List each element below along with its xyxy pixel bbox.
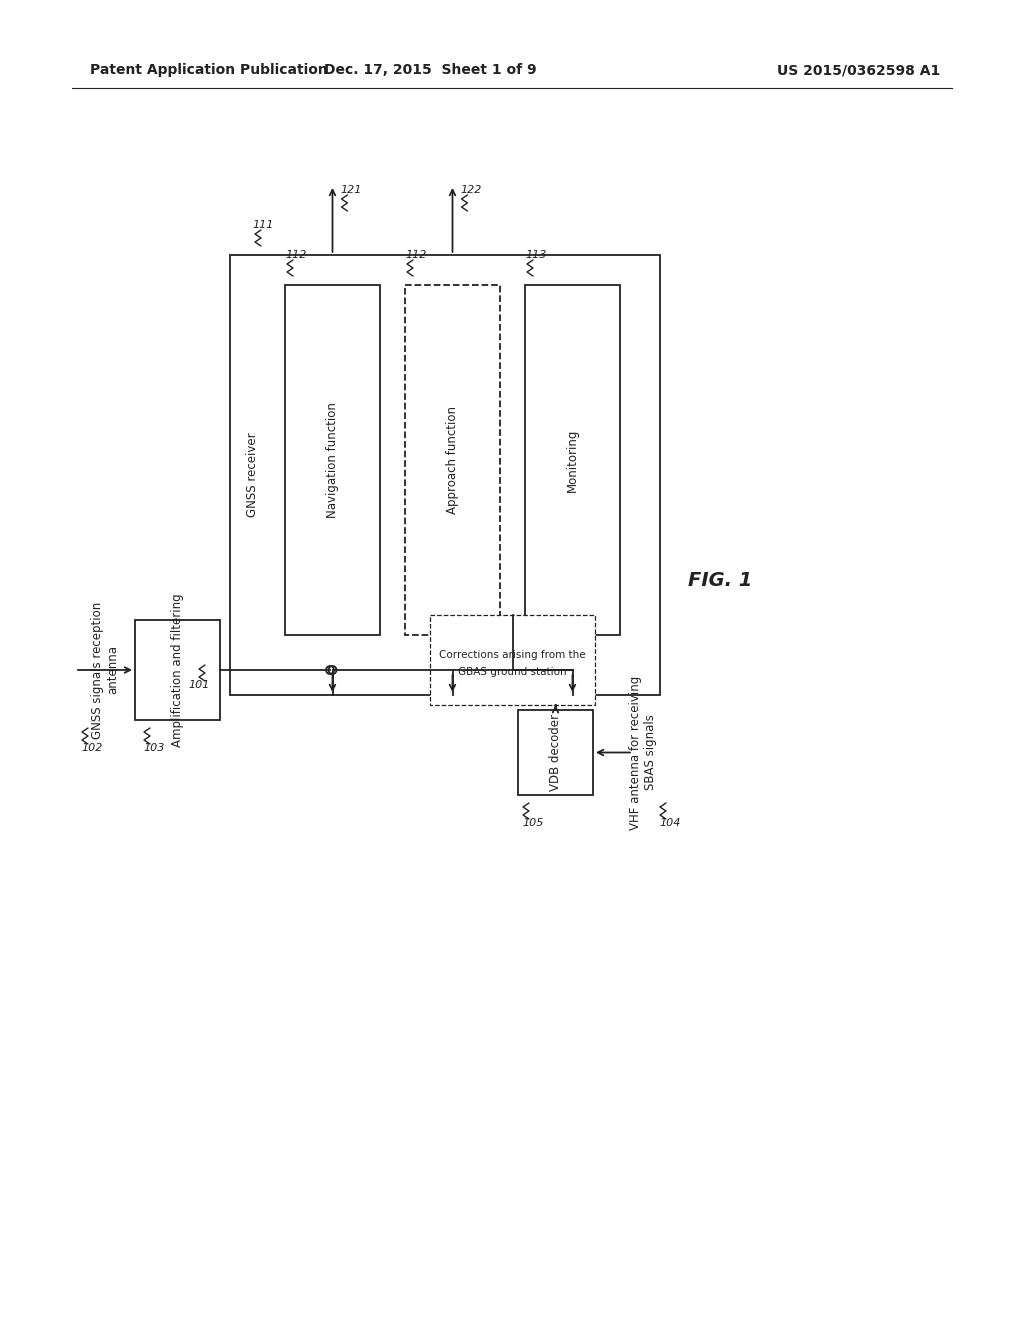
- Text: Patent Application Publication: Patent Application Publication: [90, 63, 328, 77]
- Text: 102: 102: [81, 743, 102, 752]
- Bar: [406, 285, 500, 635]
- Text: GNSS receiver: GNSS receiver: [246, 433, 258, 517]
- Text: 113: 113: [525, 249, 547, 260]
- Text: 121: 121: [341, 185, 361, 195]
- Text: Corrections arising from the: Corrections arising from the: [439, 649, 586, 660]
- Bar: [430, 615, 595, 705]
- Text: 112: 112: [285, 249, 306, 260]
- Text: 105: 105: [522, 818, 544, 828]
- Text: Navigation function: Navigation function: [326, 403, 339, 517]
- Text: Amplification and filtering: Amplification and filtering: [171, 593, 184, 747]
- Bar: [230, 255, 660, 696]
- Bar: [525, 285, 620, 635]
- Text: Monitoring: Monitoring: [566, 428, 579, 491]
- Text: Approach function: Approach function: [446, 407, 459, 513]
- Text: GBAS ground station: GBAS ground station: [458, 667, 567, 677]
- Text: US 2015/0362598 A1: US 2015/0362598 A1: [777, 63, 940, 77]
- Text: FIG. 1: FIG. 1: [688, 570, 753, 590]
- Text: 122: 122: [461, 185, 482, 195]
- Text: VDB decoder: VDB decoder: [549, 714, 562, 791]
- Text: 112: 112: [406, 249, 426, 260]
- Bar: [518, 710, 593, 795]
- Text: GNSS signals reception
antenna: GNSS signals reception antenna: [91, 602, 119, 739]
- Text: 104: 104: [659, 818, 680, 828]
- Text: 103: 103: [143, 743, 165, 752]
- Text: 111: 111: [252, 220, 273, 230]
- Text: 101: 101: [188, 680, 209, 690]
- Bar: [135, 620, 220, 719]
- Text: Dec. 17, 2015  Sheet 1 of 9: Dec. 17, 2015 Sheet 1 of 9: [324, 63, 537, 77]
- Bar: [285, 285, 380, 635]
- Text: VHF antenna for receiving
SBAS signals: VHF antenna for receiving SBAS signals: [629, 676, 657, 830]
